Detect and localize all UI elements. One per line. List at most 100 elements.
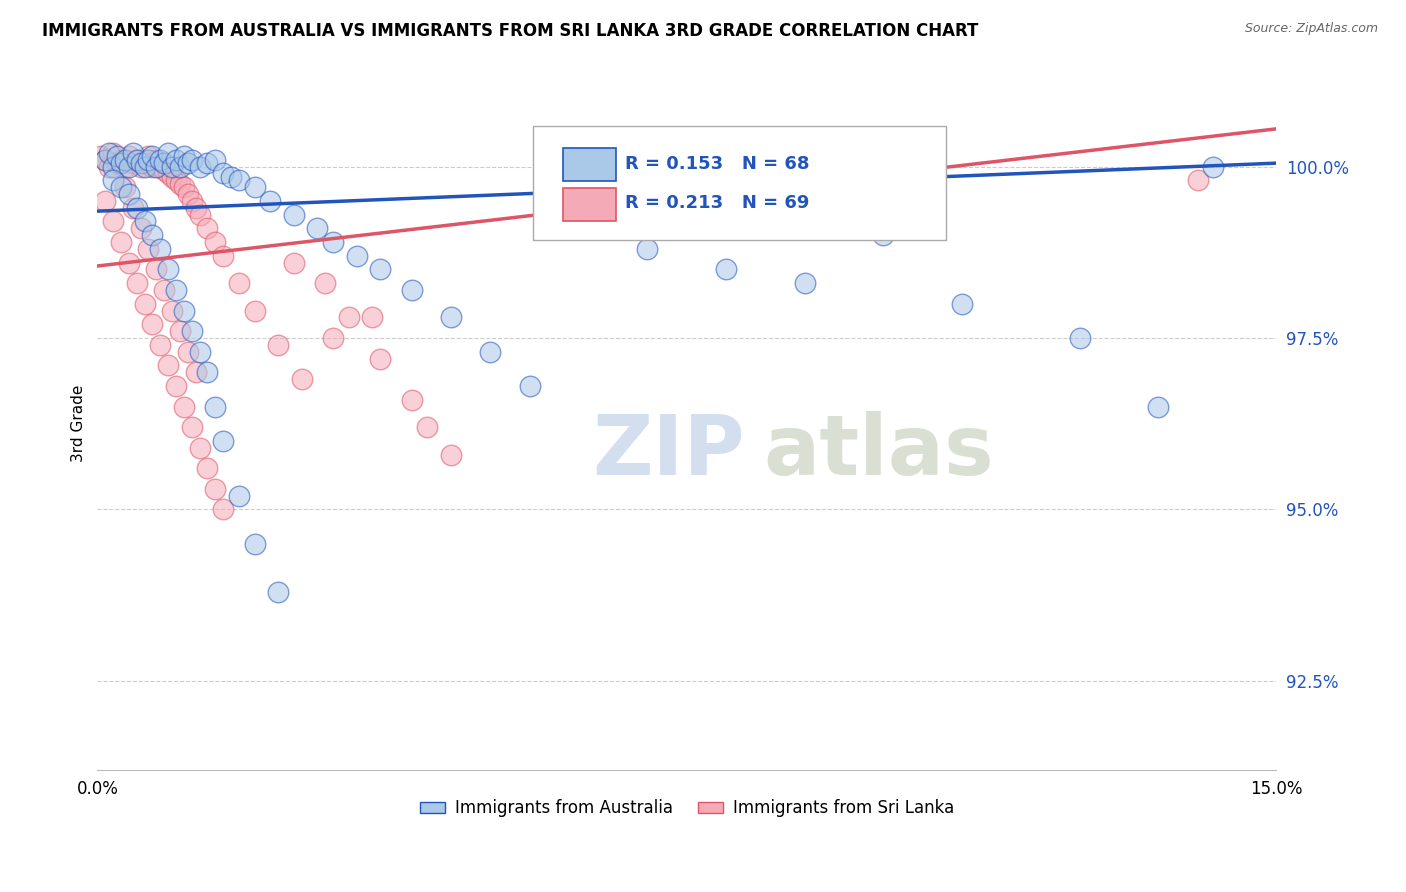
- Point: [291, 372, 314, 386]
- Point: [219, 169, 242, 184]
- Point: [90, 149, 112, 163]
- Point: [129, 221, 152, 235]
- Point: [101, 160, 124, 174]
- Point: [195, 365, 218, 379]
- Text: Source: ZipAtlas.com: Source: ZipAtlas.com: [1244, 22, 1378, 36]
- Point: [121, 201, 143, 215]
- Point: [307, 221, 329, 235]
- Point: [94, 153, 117, 167]
- Text: R = 0.153   N = 68: R = 0.153 N = 68: [626, 155, 810, 173]
- Point: [157, 359, 180, 373]
- Point: [401, 392, 423, 407]
- FancyBboxPatch shape: [562, 148, 616, 181]
- Y-axis label: 3rd Grade: 3rd Grade: [72, 385, 86, 462]
- Point: [160, 303, 183, 318]
- Point: [440, 310, 463, 325]
- Point: [479, 344, 502, 359]
- Point: [149, 153, 172, 167]
- Point: [125, 153, 148, 167]
- Point: [110, 156, 132, 170]
- Point: [153, 283, 176, 297]
- Point: [121, 156, 143, 170]
- Point: [401, 283, 423, 297]
- Point: [145, 262, 167, 277]
- Point: [118, 149, 141, 163]
- Point: [141, 318, 163, 332]
- Point: [101, 145, 124, 160]
- Point: [1187, 173, 1209, 187]
- Point: [118, 160, 141, 174]
- Point: [322, 235, 344, 249]
- Point: [160, 160, 183, 174]
- Point: [184, 201, 207, 215]
- Point: [173, 400, 195, 414]
- Point: [125, 153, 148, 167]
- Point: [1147, 400, 1170, 414]
- Point: [114, 180, 136, 194]
- Point: [180, 420, 202, 434]
- Point: [138, 242, 160, 256]
- Point: [177, 156, 200, 170]
- Point: [1069, 331, 1091, 345]
- Point: [157, 145, 180, 160]
- Point: [157, 166, 180, 180]
- Point: [188, 441, 211, 455]
- Point: [169, 177, 191, 191]
- Point: [134, 156, 156, 170]
- Point: [598, 214, 620, 228]
- Point: [1202, 160, 1225, 174]
- Point: [177, 186, 200, 201]
- Point: [188, 160, 211, 174]
- Point: [160, 169, 183, 184]
- Point: [149, 338, 172, 352]
- Point: [94, 194, 117, 208]
- Point: [714, 262, 737, 277]
- Point: [180, 194, 202, 208]
- Point: [368, 262, 391, 277]
- Point: [114, 160, 136, 174]
- Text: atlas: atlas: [763, 411, 994, 491]
- Point: [204, 153, 226, 167]
- Point: [177, 344, 200, 359]
- Point: [180, 324, 202, 338]
- Point: [153, 163, 176, 178]
- Point: [145, 160, 167, 174]
- Point: [157, 262, 180, 277]
- Point: [98, 160, 121, 174]
- Point: [188, 208, 211, 222]
- Point: [204, 482, 226, 496]
- Point: [134, 160, 156, 174]
- Point: [105, 149, 128, 163]
- Point: [204, 235, 226, 249]
- Point: [118, 255, 141, 269]
- Point: [169, 324, 191, 338]
- Point: [145, 153, 167, 167]
- FancyBboxPatch shape: [562, 187, 616, 221]
- Point: [267, 338, 290, 352]
- Point: [440, 448, 463, 462]
- Point: [283, 208, 305, 222]
- Point: [204, 400, 226, 414]
- Point: [101, 173, 124, 187]
- Point: [165, 173, 187, 187]
- Text: R = 0.213   N = 69: R = 0.213 N = 69: [626, 194, 810, 212]
- Point: [141, 149, 163, 163]
- Point: [243, 303, 266, 318]
- Point: [180, 153, 202, 167]
- Point: [110, 153, 132, 167]
- Point: [110, 180, 132, 194]
- Point: [110, 235, 132, 249]
- Point: [259, 194, 281, 208]
- Point: [118, 186, 141, 201]
- Point: [188, 344, 211, 359]
- Point: [519, 379, 541, 393]
- Point: [283, 255, 305, 269]
- Point: [267, 584, 290, 599]
- Point: [243, 180, 266, 194]
- Point: [872, 228, 894, 243]
- Point: [212, 434, 235, 448]
- Point: [149, 160, 172, 174]
- Point: [141, 228, 163, 243]
- Point: [337, 310, 360, 325]
- Point: [243, 537, 266, 551]
